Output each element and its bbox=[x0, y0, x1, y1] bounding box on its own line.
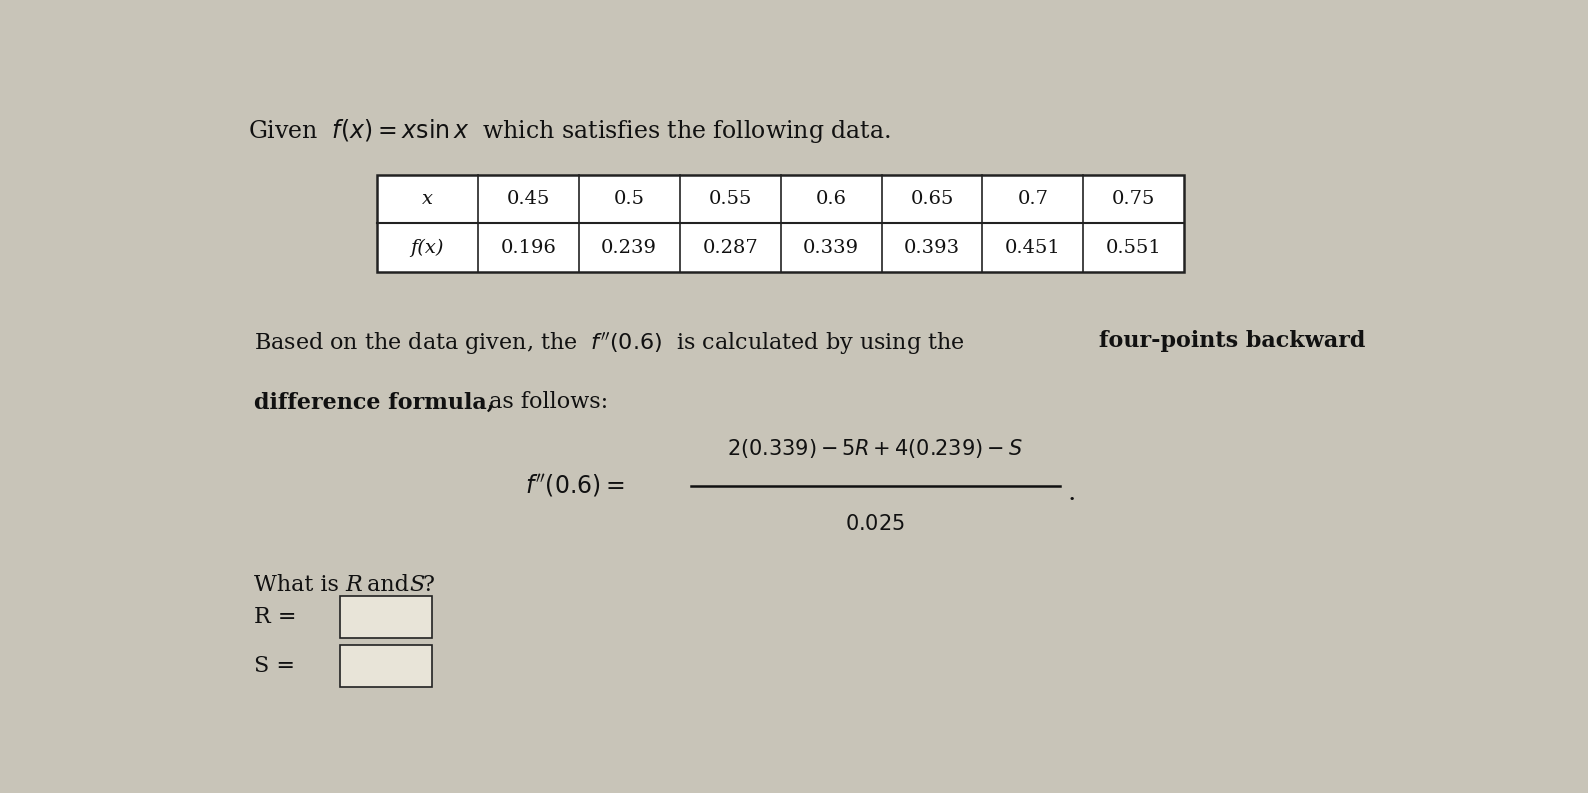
Text: 0.6: 0.6 bbox=[816, 190, 846, 208]
Text: 0.65: 0.65 bbox=[910, 190, 954, 208]
Text: ?: ? bbox=[422, 574, 435, 596]
Text: 0.55: 0.55 bbox=[708, 190, 751, 208]
Text: 0.7: 0.7 bbox=[1018, 190, 1048, 208]
Text: 0.339: 0.339 bbox=[804, 239, 859, 257]
Text: f(x): f(x) bbox=[411, 239, 445, 257]
Text: Based on the data given, the  $f''(0.6)$  is calculated by using the: Based on the data given, the $f''(0.6)$ … bbox=[254, 330, 966, 357]
Text: 0.75: 0.75 bbox=[1112, 190, 1156, 208]
Bar bbox=[340, 596, 432, 638]
Text: S =: S = bbox=[254, 655, 295, 677]
Text: R: R bbox=[345, 574, 362, 596]
Text: x: x bbox=[422, 190, 434, 208]
Text: $2(0.339) - 5R + 4(0.239) - S$: $2(0.339) - 5R + 4(0.239) - S$ bbox=[727, 437, 1023, 460]
Text: Given  $f(x) = x\sin x$  which satisfies the following data.: Given $f(x) = x\sin x$ which satisfies t… bbox=[248, 117, 891, 144]
Bar bbox=[376, 174, 1185, 272]
Bar bbox=[376, 174, 1185, 272]
Text: What is: What is bbox=[254, 574, 346, 596]
Text: 0.287: 0.287 bbox=[702, 239, 757, 257]
Text: as follows:: as follows: bbox=[481, 391, 608, 413]
Text: difference formula,: difference formula, bbox=[254, 391, 494, 413]
Bar bbox=[340, 646, 432, 687]
Text: 0.239: 0.239 bbox=[602, 239, 657, 257]
Text: four-points backward: four-points backward bbox=[1099, 330, 1366, 352]
Text: and: and bbox=[360, 574, 416, 596]
Text: 0.5: 0.5 bbox=[613, 190, 645, 208]
Text: 0.451: 0.451 bbox=[1005, 239, 1061, 257]
Text: S: S bbox=[410, 574, 424, 596]
Text: 0.45: 0.45 bbox=[507, 190, 549, 208]
Text: 0.196: 0.196 bbox=[500, 239, 556, 257]
Text: 0.393: 0.393 bbox=[904, 239, 961, 257]
Text: $0.025$: $0.025$ bbox=[845, 514, 905, 534]
Text: .: . bbox=[1067, 480, 1075, 504]
Text: R =: R = bbox=[254, 606, 297, 628]
Text: $f''(0.6) =$: $f''(0.6) =$ bbox=[524, 473, 624, 500]
Text: 0.551: 0.551 bbox=[1105, 239, 1162, 257]
